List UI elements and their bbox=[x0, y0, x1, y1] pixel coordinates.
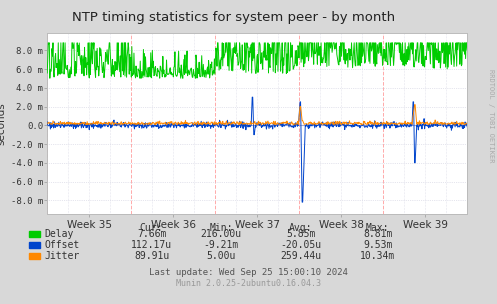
Text: NTP timing statistics for system peer - by month: NTP timing statistics for system peer - … bbox=[72, 11, 395, 24]
Text: 7.66m: 7.66m bbox=[137, 229, 166, 239]
Text: Jitter: Jitter bbox=[45, 251, 80, 261]
Text: 8.81m: 8.81m bbox=[363, 229, 393, 239]
Text: 216.00u: 216.00u bbox=[201, 229, 242, 239]
Text: Max:: Max: bbox=[366, 223, 390, 233]
Text: Offset: Offset bbox=[45, 240, 80, 250]
Text: 89.91u: 89.91u bbox=[134, 251, 169, 261]
Text: 9.53m: 9.53m bbox=[363, 240, 393, 250]
Text: -9.21m: -9.21m bbox=[204, 240, 239, 250]
Text: Last update: Wed Sep 25 15:00:10 2024: Last update: Wed Sep 25 15:00:10 2024 bbox=[149, 268, 348, 277]
Text: Delay: Delay bbox=[45, 229, 74, 239]
Text: Munin 2.0.25-2ubuntu0.16.04.3: Munin 2.0.25-2ubuntu0.16.04.3 bbox=[176, 279, 321, 288]
Text: 10.34m: 10.34m bbox=[360, 251, 395, 261]
Text: Avg:: Avg: bbox=[289, 223, 313, 233]
Y-axis label: seconds: seconds bbox=[0, 102, 6, 145]
Text: Cur:: Cur: bbox=[140, 223, 164, 233]
Text: 112.17u: 112.17u bbox=[131, 240, 172, 250]
Text: 5.00u: 5.00u bbox=[206, 251, 236, 261]
Text: 259.44u: 259.44u bbox=[280, 251, 321, 261]
Text: 5.85m: 5.85m bbox=[286, 229, 316, 239]
Text: -20.05u: -20.05u bbox=[280, 240, 321, 250]
Text: Min:: Min: bbox=[209, 223, 233, 233]
Text: RRDTOOL / TOBI OETIKER: RRDTOOL / TOBI OETIKER bbox=[488, 69, 494, 162]
